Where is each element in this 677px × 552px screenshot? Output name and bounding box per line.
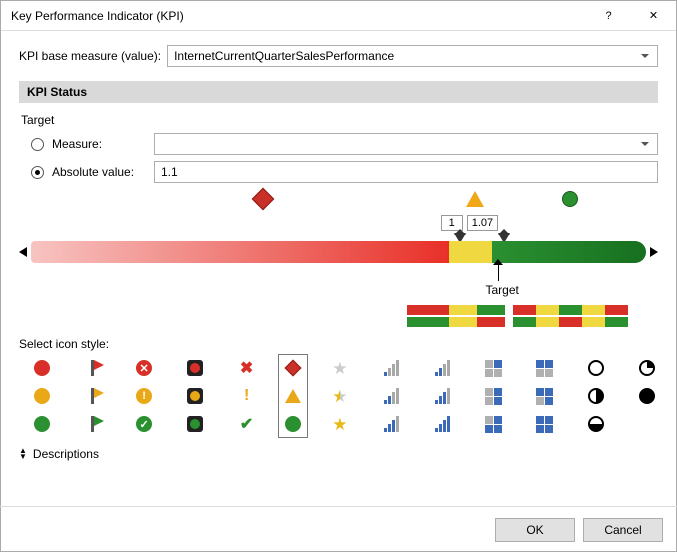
icon-style-stars[interactable]: ★ ★ ★ bbox=[329, 359, 350, 433]
icon-style-traffic[interactable] bbox=[185, 359, 206, 433]
threshold-high-box[interactable]: 1.07 bbox=[467, 215, 498, 231]
diamond-icon bbox=[252, 188, 275, 211]
icon-style-quad-b[interactable] bbox=[534, 359, 555, 433]
cancel-button[interactable]: Cancel bbox=[583, 518, 663, 542]
icon-style-quad-a[interactable] bbox=[483, 359, 504, 433]
select-icon-style-label: Select icon style: bbox=[19, 337, 658, 351]
slider-arrow-left bbox=[19, 247, 27, 257]
icon-style-flags[interactable] bbox=[82, 359, 103, 433]
absolute-radio[interactable] bbox=[31, 166, 44, 179]
ok-button[interactable]: OK bbox=[495, 518, 575, 542]
target-axis-label: Target bbox=[485, 283, 518, 297]
icon-style-pie-a[interactable] bbox=[586, 359, 607, 433]
slider-arrow-right bbox=[650, 247, 658, 257]
chevron-icon: ▲▼ bbox=[19, 448, 27, 460]
dialog-footer: OK Cancel bbox=[0, 506, 677, 552]
icon-style-balls[interactable] bbox=[31, 359, 52, 433]
measure-combo[interactable] bbox=[154, 133, 658, 155]
target-label: Target bbox=[21, 113, 658, 127]
help-button[interactable]: ? bbox=[586, 1, 631, 31]
base-measure-combo[interactable]: InternetCurrentQuarterSalesPerformance bbox=[167, 45, 658, 67]
palette-3color[interactable] bbox=[407, 305, 505, 327]
absolute-value-text: 1.1 bbox=[161, 165, 178, 179]
close-button[interactable]: ✕ bbox=[631, 1, 676, 31]
base-measure-label: KPI base measure (value): bbox=[19, 49, 161, 63]
icon-style-pie-b[interactable] bbox=[637, 359, 658, 433]
descriptions-toggle[interactable]: ▲▼ Descriptions bbox=[19, 447, 658, 461]
icon-style-symbols[interactable]: ✖ ! ✔ bbox=[236, 359, 257, 433]
icon-style-grid: ✕ ! ✓ ✖ ! ✔ ★ ★ ★ bbox=[19, 359, 658, 433]
triangle-icon bbox=[466, 191, 484, 207]
descriptions-label: Descriptions bbox=[33, 447, 99, 461]
icon-style-status-balls[interactable]: ✕ ! ✓ bbox=[134, 359, 155, 433]
palette-previews bbox=[19, 305, 658, 327]
window-title: Key Performance Indicator (KPI) bbox=[11, 9, 586, 23]
measure-radio-label: Measure: bbox=[52, 137, 146, 151]
icon-style-shapes[interactable] bbox=[278, 354, 308, 438]
absolute-value-input[interactable]: 1.1 bbox=[154, 161, 658, 183]
palette-5color[interactable] bbox=[513, 305, 628, 327]
slider-bar[interactable] bbox=[31, 241, 646, 263]
kpi-status-header: KPI Status bbox=[19, 81, 658, 103]
title-bar: Key Performance Indicator (KPI) ? ✕ bbox=[1, 1, 676, 31]
absolute-radio-label: Absolute value: bbox=[52, 165, 146, 179]
measure-radio[interactable] bbox=[31, 138, 44, 151]
circle-icon bbox=[562, 191, 578, 207]
threshold-slider[interactable]: 1 1.07 Target bbox=[19, 191, 658, 301]
icon-style-bars-b[interactable] bbox=[432, 359, 453, 433]
icon-style-bars-a[interactable] bbox=[381, 359, 402, 433]
base-measure-value: InternetCurrentQuarterSalesPerformance bbox=[174, 49, 394, 63]
target-marker bbox=[498, 265, 499, 281]
